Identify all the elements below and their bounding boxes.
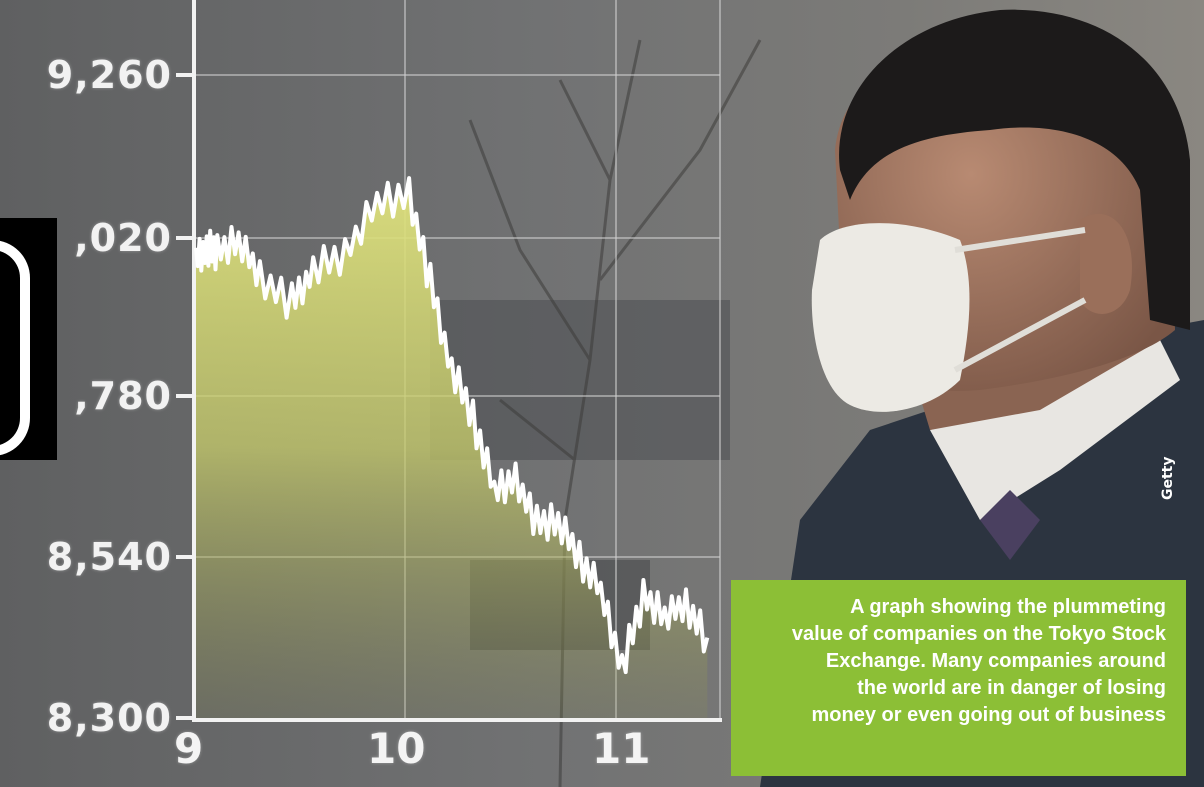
black-overlay-panel — [0, 218, 57, 460]
y-tick-label: 8,540 — [46, 535, 172, 579]
index-line — [194, 176, 710, 675]
caption-line: money or even going out of business — [811, 704, 1166, 726]
x-tick-label: 11 — [592, 724, 651, 773]
tie — [980, 490, 1040, 560]
y-tick-label: ,780 — [74, 374, 172, 418]
ear — [1080, 213, 1132, 314]
y-tick-label: ,020 — [74, 216, 172, 260]
caption-line: A graph showing the plummeting — [850, 596, 1166, 618]
man-with-mask — [760, 9, 1204, 787]
shirt-collar — [930, 340, 1180, 520]
y-tick-label: 9,260 — [46, 53, 172, 97]
mask-strap — [953, 227, 1087, 373]
index-area-fill — [196, 178, 708, 719]
photo-credit: Getty — [1160, 456, 1176, 501]
overlay-letter-shape — [0, 240, 30, 456]
caption-line: Exchange. Many companies around — [825, 650, 1166, 672]
x-tick-label: 10 — [367, 724, 426, 773]
y-tick-label: 8,300 — [46, 696, 172, 740]
x-tick-label: 9 — [174, 724, 204, 773]
hair — [839, 9, 1190, 331]
caption-line: value of companies on the Tokyo Stock — [791, 623, 1166, 645]
caption-box: A graph showing the plummeting value of … — [731, 580, 1186, 776]
chart-axes — [176, 0, 722, 722]
caption-line: the world are in danger of losing — [857, 677, 1166, 699]
face-mask — [811, 223, 970, 412]
